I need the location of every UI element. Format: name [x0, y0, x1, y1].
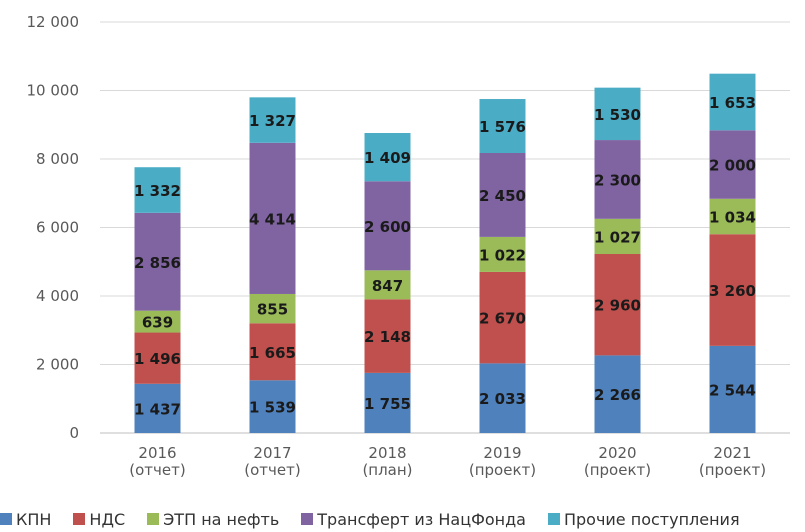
data-label: 1 022 — [479, 246, 526, 264]
data-label: 2 033 — [479, 390, 526, 408]
data-label: 1 665 — [249, 344, 296, 362]
data-label: 1 034 — [709, 209, 756, 227]
y-tick-label: 6 000 — [36, 219, 79, 237]
y-tick-label: 8 000 — [36, 150, 79, 168]
bar-segment — [134, 310, 181, 333]
data-label: 1 576 — [479, 118, 526, 136]
data-label: 2 670 — [479, 310, 526, 328]
bar-segment — [594, 140, 641, 219]
data-label: 1 755 — [364, 395, 411, 413]
bar-segment — [249, 97, 296, 143]
bar-segment — [479, 363, 526, 433]
data-label: 2 960 — [594, 297, 641, 315]
data-label: 1 409 — [364, 149, 411, 167]
bar-segment — [709, 234, 756, 346]
data-label: 2 544 — [709, 381, 756, 399]
bar-segment — [594, 218, 641, 255]
data-label: 1 539 — [249, 399, 296, 417]
bar-segment — [479, 153, 526, 237]
bar-segment — [364, 133, 411, 182]
legend-item: КПН — [0, 510, 51, 529]
data-label: 639 — [142, 314, 173, 332]
data-label: 1 332 — [134, 182, 181, 200]
data-label: 1 437 — [134, 400, 181, 418]
y-tick-label: 12 000 — [27, 13, 80, 31]
data-label: 1 530 — [594, 106, 641, 124]
legend-label: ЭТП на нефть — [163, 509, 280, 529]
data-label: 855 — [257, 301, 288, 319]
data-label: 2 000 — [709, 157, 756, 175]
data-label: 2 148 — [364, 328, 411, 346]
bar-segment — [709, 345, 756, 433]
x-tick-label: 2017 (отчет) — [244, 444, 300, 479]
x-tick-label: 2018 (план) — [362, 444, 412, 479]
stacked-bar-chart: 0 2 000 4 000 6 000 8 000 10 000 12 000 1 437 1 … — [27, 13, 790, 479]
bar-segment — [594, 355, 641, 433]
legend-label: НДС — [89, 509, 126, 529]
bar-segment — [364, 181, 411, 271]
data-label: 1 327 — [249, 112, 296, 130]
bar-segment — [134, 212, 181, 311]
chart-legend: КПН НДС ЭТП на нефть Трансферт из НацФонда П… — [0, 508, 805, 530]
data-label: 2 600 — [364, 218, 411, 236]
data-label: 2 266 — [594, 386, 641, 404]
legend-swatch — [547, 513, 560, 525]
data-label: 1 496 — [134, 350, 181, 368]
data-label: 3 260 — [709, 282, 756, 300]
bar-segment — [249, 293, 296, 324]
legend-label: КПН — [16, 509, 52, 529]
bar-segment — [479, 271, 526, 364]
data-label: 2 856 — [134, 254, 181, 272]
data-label: 2 300 — [594, 171, 641, 189]
bar-segment — [479, 236, 526, 272]
y-tick-label: 10 000 — [27, 82, 80, 100]
bar-segment — [709, 198, 756, 235]
legend-swatch — [147, 513, 160, 525]
data-label: 847 — [372, 277, 403, 295]
legend-item: ЭТП на нефть — [147, 510, 279, 529]
bar-segment — [709, 130, 756, 199]
bar-segment — [249, 380, 296, 433]
bar-segment — [709, 73, 756, 131]
x-tick-label: 2016 (отчет) — [129, 444, 185, 479]
data-label: 4 414 — [249, 210, 296, 228]
bar-segment — [479, 99, 526, 154]
legend-swatch — [73, 513, 86, 525]
bar-segment — [364, 299, 411, 373]
data-label: 1 653 — [709, 94, 756, 112]
bar-segment — [134, 383, 181, 433]
legend-label: Трансферт из НацФонда — [317, 509, 526, 529]
legend-label: Прочие поступления — [563, 509, 740, 529]
legend-item: Прочие поступления — [547, 509, 740, 529]
bar-segment — [594, 254, 641, 356]
legend-item: Трансферт из НацФонда — [301, 510, 526, 529]
bar-segment — [364, 372, 411, 433]
legend-item: НДС — [73, 510, 125, 529]
bar-segment — [364, 270, 411, 300]
bar-segment — [249, 323, 296, 381]
y-tick-label: 2 000 — [36, 356, 79, 374]
legend-swatch — [0, 513, 12, 525]
bar-segment — [134, 332, 181, 384]
y-tick-label: 0 — [69, 424, 79, 442]
x-tick-label: 2021 (проект) — [699, 444, 766, 479]
bar-segment — [134, 167, 181, 213]
data-label: 1 027 — [594, 228, 641, 246]
legend-swatch — [301, 513, 314, 525]
bar-segment — [249, 142, 296, 294]
data-label: 2 450 — [479, 187, 526, 205]
x-tick-label: 2020 (проект) — [584, 444, 651, 479]
bar-segment — [594, 87, 641, 141]
x-tick-label: 2019 (проект) — [469, 444, 536, 479]
y-tick-label: 4 000 — [36, 287, 79, 305]
